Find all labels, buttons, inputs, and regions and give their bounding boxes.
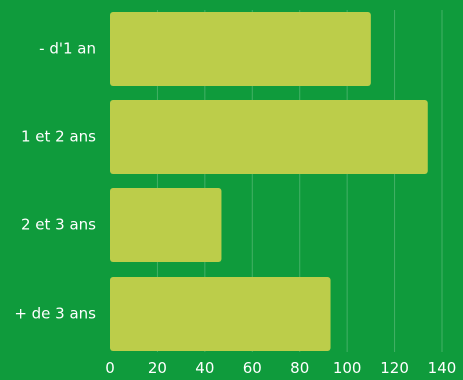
x-tick-label-0: 0 bbox=[105, 359, 115, 377]
x-tick-label-40: 40 bbox=[195, 359, 214, 377]
x-tick-label-100: 100 bbox=[333, 359, 362, 377]
bar-2 bbox=[110, 188, 222, 262]
x-tick-label-20: 20 bbox=[148, 359, 167, 377]
category-label-2: 2 et 3 ans bbox=[21, 216, 96, 234]
bar-1 bbox=[110, 100, 428, 174]
x-axis-tick-labels: 0 20 40 60 80 100 120 140 bbox=[105, 359, 456, 377]
bar-3 bbox=[110, 277, 331, 351]
x-tick-label-80: 80 bbox=[290, 359, 309, 377]
category-label-1: 1 et 2 ans bbox=[21, 128, 96, 146]
category-labels: - d'1 an 1 et 2 ans 2 et 3 ans + de 3 ans bbox=[14, 40, 96, 323]
x-tick-label-140: 140 bbox=[428, 359, 457, 377]
category-label-0: - d'1 an bbox=[39, 40, 96, 58]
bars bbox=[110, 12, 428, 351]
category-label-3: + de 3 ans bbox=[14, 305, 96, 323]
x-tick-label-120: 120 bbox=[380, 359, 409, 377]
x-tick-label-60: 60 bbox=[243, 359, 262, 377]
bar-0 bbox=[110, 12, 371, 86]
